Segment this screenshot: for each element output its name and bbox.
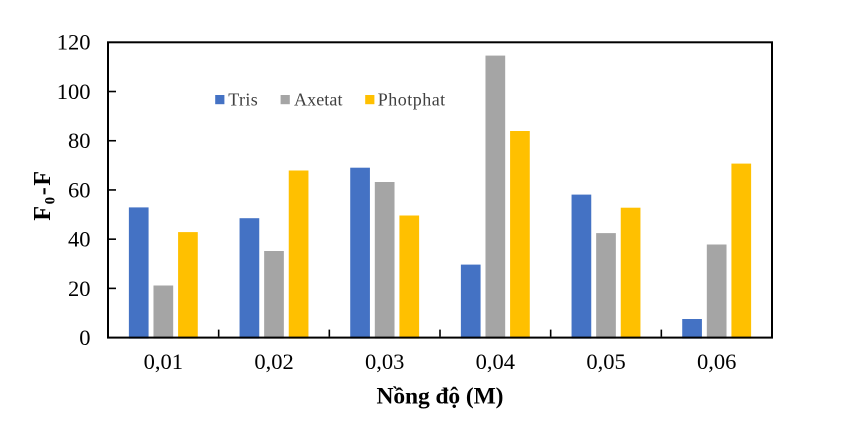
svg-text:Tris: Tris [228, 90, 257, 110]
svg-text:120: 120 [57, 30, 91, 55]
svg-text:0,01: 0,01 [144, 349, 183, 374]
svg-text:100: 100 [57, 79, 91, 104]
svg-text:0: 0 [79, 325, 90, 350]
svg-text:Nồng độ (M): Nồng độ (M) [377, 383, 504, 409]
svg-text:60: 60 [68, 177, 91, 202]
svg-text:Photphat: Photphat [378, 90, 446, 110]
svg-text:0,04: 0,04 [476, 349, 515, 374]
svg-text:40: 40 [68, 227, 91, 252]
svg-text:0,02: 0,02 [254, 349, 293, 374]
svg-text:0,05: 0,05 [586, 349, 625, 374]
svg-text:0,03: 0,03 [365, 349, 404, 374]
svg-text:F0-F: F0-F [30, 169, 59, 220]
svg-text:0,06: 0,06 [697, 349, 736, 374]
svg-text:Axetat: Axetat [294, 90, 343, 110]
svg-text:20: 20 [68, 276, 91, 301]
svg-text:80: 80 [68, 128, 91, 153]
